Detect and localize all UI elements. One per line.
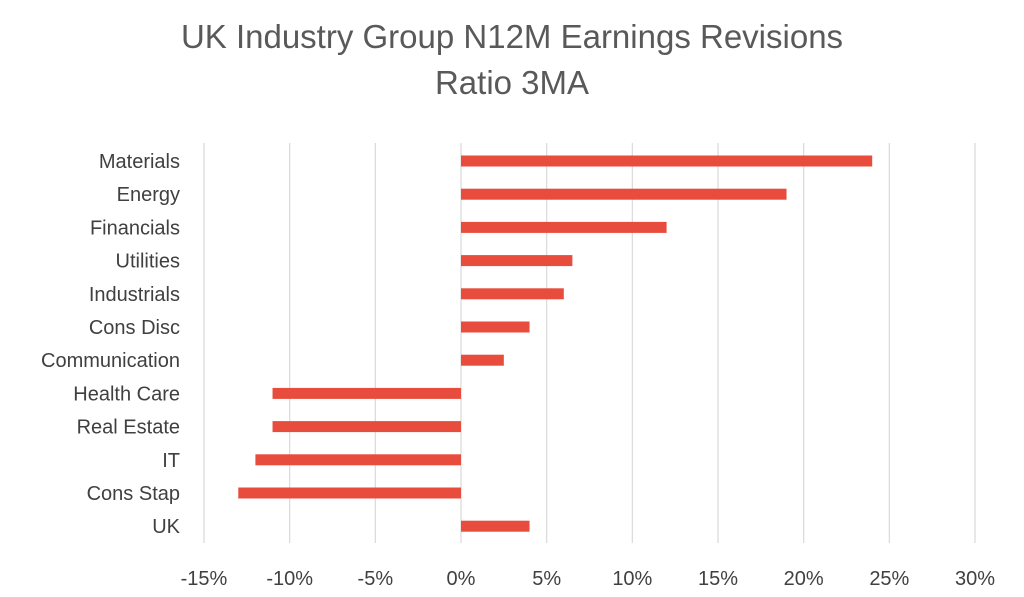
gridlines bbox=[203, 143, 976, 543]
x-tick-label: 30% bbox=[955, 568, 995, 590]
chart-title-line-1: UK Industry Group N12M Earnings Revision… bbox=[180, 18, 844, 55]
x-tick-label: 20% bbox=[784, 568, 824, 590]
bars bbox=[238, 155, 873, 532]
bar bbox=[461, 155, 873, 167]
category-label: IT bbox=[162, 450, 180, 472]
category-label: Energy bbox=[117, 184, 180, 206]
category-label: Cons Disc bbox=[89, 317, 180, 339]
category-labels: Materials Energy Financials Utilities Indust… bbox=[41, 151, 181, 538]
x-tick-label: -10% bbox=[266, 568, 313, 590]
bar bbox=[461, 255, 573, 267]
x-tick-label: -15% bbox=[181, 568, 228, 590]
category-label: Health Care bbox=[73, 383, 180, 405]
x-tick-labels: -15% -10% -5% 0% 5% 10% 15% 20% 25% 30% bbox=[181, 568, 996, 590]
bar bbox=[238, 487, 461, 499]
bar bbox=[461, 221, 667, 233]
category-label: Financials bbox=[90, 217, 180, 239]
x-tick-label: 15% bbox=[698, 568, 738, 590]
category-label: Utilities bbox=[116, 251, 180, 273]
bar bbox=[461, 520, 530, 532]
x-tick-label: -5% bbox=[358, 568, 394, 590]
bar bbox=[461, 354, 504, 366]
x-tick-label: 5% bbox=[532, 568, 561, 590]
chart-title: UK Industry Group N12M Earnings Revision… bbox=[0, 14, 1024, 106]
x-tick-label: 0% bbox=[447, 568, 476, 590]
category-label: Cons Stap bbox=[87, 483, 180, 505]
category-label: UK bbox=[152, 516, 180, 538]
bar bbox=[255, 454, 461, 466]
bar bbox=[272, 421, 461, 433]
category-label: Materials bbox=[99, 151, 180, 173]
bar bbox=[461, 188, 787, 200]
x-tick-label: 10% bbox=[612, 568, 652, 590]
bar bbox=[272, 387, 461, 399]
chart-title-line-2: Ratio 3MA bbox=[434, 64, 590, 101]
bar bbox=[461, 288, 564, 300]
category-label: Real Estate bbox=[77, 417, 180, 439]
bar bbox=[461, 321, 530, 333]
category-label: Communication bbox=[41, 350, 180, 372]
x-tick-label: 25% bbox=[869, 568, 909, 590]
category-label: Industrials bbox=[89, 284, 180, 306]
